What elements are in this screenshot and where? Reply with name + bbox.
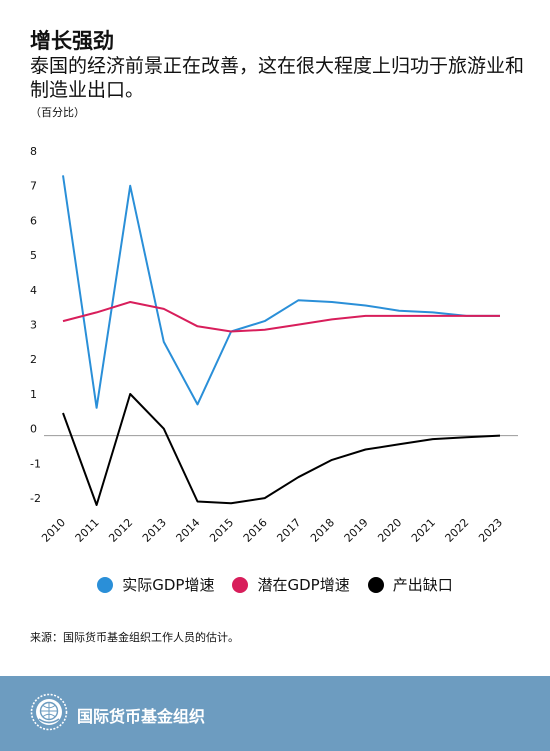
- y-tick-label: 1: [30, 388, 37, 401]
- y-tick-label: 6: [30, 214, 37, 227]
- legend-label-actual: 实际GDP增速: [122, 576, 215, 594]
- y-tick-label: 3: [30, 319, 37, 332]
- legend-dot-output-gap: [367, 576, 384, 593]
- series-line-output-gap: [62, 393, 501, 506]
- legend-item-actual: 实际GDP增速: [97, 574, 214, 595]
- unit-label: （百分比）: [30, 106, 85, 119]
- y-tick-label: 0: [30, 423, 37, 436]
- y-tick-label: 7: [30, 180, 37, 193]
- x-tick-label: 2023: [476, 516, 505, 545]
- chart-subtitle: 泰国的经济前景正在改善，这在很大程度上归功于旅游业和制造业出口。: [30, 55, 525, 101]
- legend: 实际GDP增速 潜在GDP增速 产出缺口: [0, 574, 550, 595]
- y-tick-label: 2: [30, 353, 37, 366]
- x-tick-label: 2017: [274, 516, 303, 545]
- footer-bar: 国际货币基金组织: [0, 676, 550, 751]
- y-tick-label: 5: [30, 249, 37, 262]
- chart-title: 增长强劲: [30, 29, 114, 53]
- y-tick-label: 8: [30, 145, 37, 158]
- legend-dot-potential: [232, 576, 249, 593]
- x-tick-label: 2013: [140, 516, 169, 545]
- source-note: 来源：国际货币基金组织工作人员的估计。: [30, 631, 239, 644]
- x-tick-label: 2020: [375, 516, 404, 545]
- x-tick-label: 2014: [174, 516, 203, 545]
- imf-seal-icon: [30, 693, 68, 731]
- series-line-actual-gdp: [62, 175, 500, 409]
- y-tick-label: 4: [30, 284, 37, 297]
- x-tick-label: 2021: [409, 516, 438, 545]
- legend-dot-actual: [97, 576, 114, 593]
- x-tick-label: 2022: [443, 516, 472, 545]
- x-tick-label: 2018: [308, 516, 337, 545]
- x-tick-label: 2011: [73, 516, 102, 545]
- legend-item-potential: 潜在GDP增速: [232, 574, 350, 595]
- x-tick-label: 2016: [241, 516, 270, 545]
- x-tick-label: 2012: [106, 516, 135, 545]
- y-tick-label: -1: [30, 457, 41, 470]
- series-line-potential-gdp: [62, 301, 500, 333]
- x-tick-label: 2015: [207, 516, 236, 545]
- legend-label-potential: 潜在GDP增速: [257, 576, 350, 594]
- x-tick-label: 2010: [39, 516, 68, 545]
- footer-org-name: 国际货币基金组织: [77, 707, 206, 726]
- legend-item-output-gap: 产出缺口: [367, 574, 453, 595]
- legend-label-output-gap: 产出缺口: [392, 576, 453, 594]
- y-tick-label: -2: [30, 492, 41, 505]
- x-tick-label: 2019: [342, 516, 371, 545]
